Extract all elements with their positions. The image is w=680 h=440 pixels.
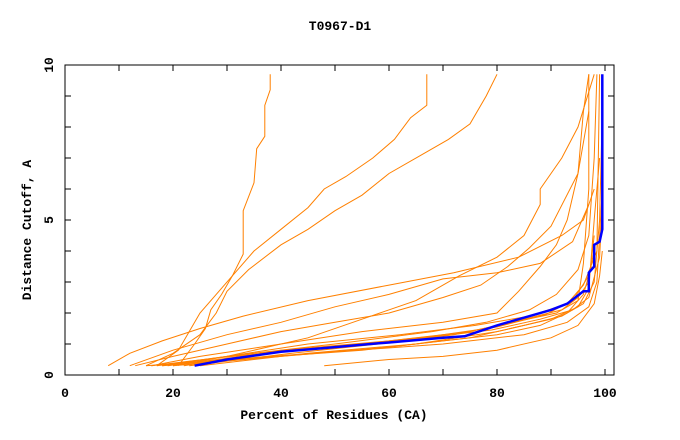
x-tick-label: 40 [273,386,289,401]
model-series-line-4 [107,188,595,367]
x-tick-label: 60 [381,386,397,401]
model-series-line-1 [177,74,271,366]
plot-area [107,74,604,367]
y-tick-label: 10 [42,57,57,73]
x-tick-label: 100 [593,386,617,401]
x-tick-label: 20 [165,386,181,401]
model-series-line-13 [199,157,601,367]
model-series-line-10 [172,111,603,367]
y-axis-label: Distance Cutoff, A [20,160,35,301]
axis-ticks: 0 20 40 60 80 100 0 5 10 [42,57,617,401]
model-series-line-3 [145,74,498,367]
model-series-line-8 [162,74,595,367]
x-tick-label: 0 [61,386,69,401]
model-series-line-6 [135,111,590,367]
model-series-line-2 [156,74,428,367]
model-series-line-18 [189,74,590,367]
y-tick-label: 5 [42,216,57,224]
highlight-series-line [194,74,604,367]
y-tick-label: 0 [42,371,57,379]
model-series-line-16 [172,74,601,367]
model-series-line-15 [156,74,598,367]
x-axis-label: Percent of Residues (CA) [240,408,427,423]
chart-title: T0967-D1 [309,19,372,34]
model-series-line-7 [151,74,590,367]
model-series-line-5 [129,204,590,367]
model-series-line-9 [324,250,603,367]
x-tick-label: 80 [489,386,505,401]
